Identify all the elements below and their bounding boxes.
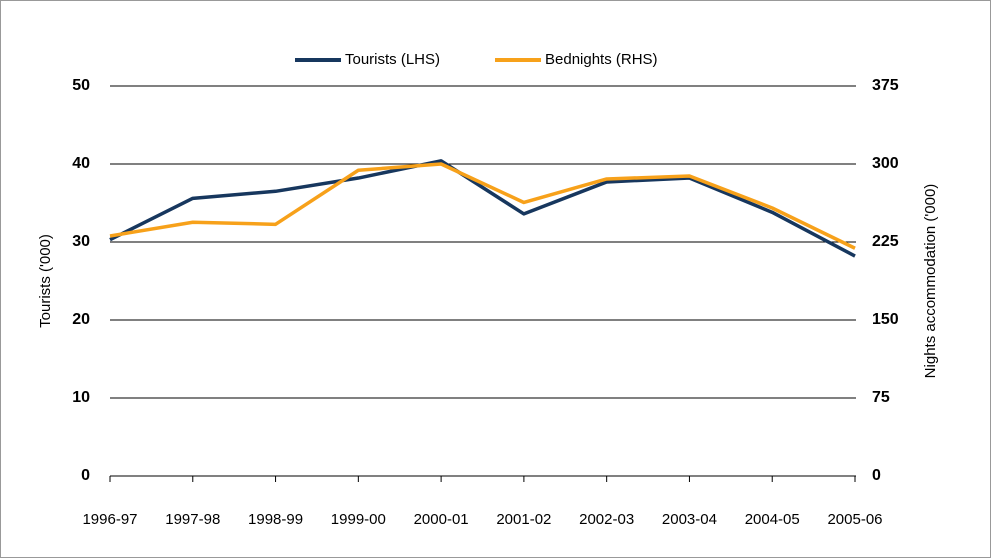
x-tick-label: 1997-98 [165,511,220,528]
y-tick-label: 40 [72,155,90,172]
y2-tick-label: 375 [872,77,899,94]
x-tick-label: 2000-01 [414,511,469,528]
x-tick-label: 2005-06 [827,511,882,528]
y2-tick-label: 300 [872,155,899,172]
x-tick-label: 2003-04 [662,511,717,528]
series-line [109,162,856,250]
y-tick-label: 10 [72,389,90,406]
y-tick-label: 20 [72,311,90,328]
y2-tick-label: 75 [872,389,890,406]
series-line [109,159,856,258]
y2-axis-label: Nights accommodation ('000) [922,184,939,379]
y-tick-label: 50 [72,77,90,94]
x-tick-label: 1996-97 [82,511,137,528]
y-axis-label: Tourists ('000) [37,234,54,328]
x-tick-label: 1999-00 [331,511,386,528]
x-tick-label: 2002-03 [579,511,634,528]
y-tick-label: 30 [72,233,90,250]
y2-tick-label: 225 [872,233,899,250]
y2-tick-label: 150 [872,311,899,328]
y-tick-label: 0 [81,467,90,484]
legend-label: Tourists (LHS) [345,51,440,68]
x-tick-label: 1998-99 [248,511,303,528]
y2-tick-label: 0 [872,467,881,484]
x-tick-label: 2001-02 [496,511,551,528]
legend-label: Bednights (RHS) [545,51,658,68]
x-tick-label: 2004-05 [745,511,800,528]
